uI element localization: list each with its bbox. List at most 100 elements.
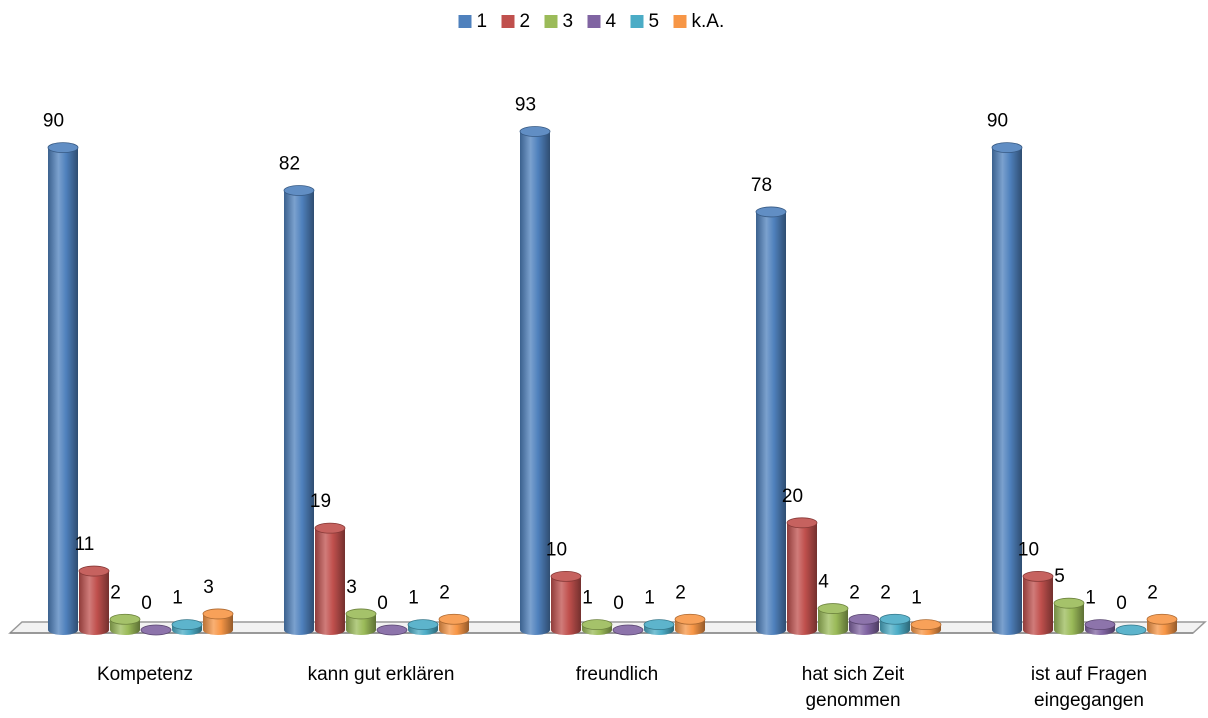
bar-body (551, 576, 581, 630)
legend-label: 2 (520, 11, 531, 32)
bar-bottom (551, 625, 581, 635)
x-tick-label: kann gut erklären (307, 664, 455, 685)
bar-top (674, 613, 706, 625)
bar-top (140, 624, 172, 636)
legend-swatch (501, 15, 515, 28)
bar (643, 619, 675, 635)
legend-swatch (673, 15, 687, 28)
data-label: 2 (849, 582, 860, 603)
bar-bottom (1054, 625, 1084, 635)
bar-bottom (315, 625, 345, 635)
bar-body (756, 211, 786, 631)
data-label: 4 (818, 572, 829, 593)
bar (314, 522, 346, 635)
data-label: 0 (141, 593, 152, 614)
data-label: 3 (203, 577, 214, 598)
data-label: 1 (1085, 588, 1096, 609)
data-label: 1 (911, 588, 922, 609)
x-tick-label: hat sich Zeit genommen (801, 664, 905, 711)
data-label: 1 (408, 588, 419, 609)
legend-label: 5 (649, 11, 660, 32)
bar-body (818, 608, 848, 630)
bar-top (47, 142, 79, 154)
bar-bottom (1023, 625, 1053, 635)
bar (202, 608, 234, 635)
bar (407, 619, 439, 635)
bar (140, 624, 172, 636)
data-label: 2 (110, 582, 121, 603)
data-label: 0 (613, 593, 624, 614)
bar (755, 206, 787, 635)
bar (612, 624, 644, 636)
data-label: 1 (582, 588, 593, 609)
bar (1115, 624, 1147, 636)
bar (171, 619, 203, 635)
legend-label: 4 (606, 11, 617, 32)
bar (345, 608, 377, 635)
bar (674, 613, 706, 635)
data-label: 3 (346, 577, 357, 598)
bar-top (78, 565, 110, 577)
bar-top (1146, 613, 1178, 625)
bar-top (345, 608, 377, 620)
bar (1022, 571, 1054, 635)
bar (438, 613, 470, 635)
bar-top (283, 185, 315, 196)
bar (1053, 597, 1085, 635)
bar-bottom (203, 625, 233, 635)
bar (109, 613, 141, 635)
bar-body (992, 147, 1022, 630)
bar (786, 517, 818, 635)
legend-label: 3 (563, 11, 574, 32)
bar-top (1053, 597, 1085, 609)
legend-swatch (544, 15, 558, 28)
bar-top (910, 619, 942, 631)
bar-top (109, 613, 141, 625)
bar (1084, 619, 1116, 635)
x-tick-label: ist auf Fragen eingegangen (1030, 664, 1148, 711)
bar (283, 185, 315, 635)
data-label: 2 (1147, 582, 1158, 603)
bar (879, 613, 911, 635)
bar-top (550, 571, 582, 582)
bar (1146, 613, 1178, 635)
bar-top (1115, 624, 1147, 636)
bar-top (314, 522, 346, 534)
bar (550, 571, 582, 635)
bar-bottom (849, 625, 879, 635)
bar (47, 142, 79, 635)
data-label: 10 (1018, 539, 1039, 560)
bar-bottom (1147, 625, 1177, 635)
data-label: 2 (439, 582, 450, 603)
legend-label: 1 (477, 11, 488, 32)
bar-bottom (992, 625, 1022, 635)
bar-bottom (346, 625, 376, 635)
bar-body (284, 190, 314, 631)
bar-top (1022, 571, 1054, 582)
data-label: 2 (880, 582, 891, 603)
bar (848, 613, 880, 635)
bar (910, 619, 942, 635)
bar-top (202, 608, 234, 620)
bar (817, 603, 849, 635)
bar-bottom (880, 625, 910, 635)
bar-bottom (818, 625, 848, 635)
bar-top (407, 619, 439, 631)
bar-body (315, 528, 345, 630)
bar-top (581, 619, 613, 631)
bar (519, 126, 551, 635)
legend-swatch (587, 15, 601, 28)
data-label: 78 (751, 175, 772, 196)
x-tick-label: Kompetenz (96, 664, 194, 685)
bar-top (519, 126, 551, 137)
legend-swatch (458, 15, 472, 28)
bar-body (79, 571, 109, 630)
legend-label: k.A. (692, 11, 725, 32)
data-label: 19 (310, 491, 331, 512)
bar-top (171, 619, 203, 631)
bar (78, 565, 110, 635)
bar-bottom (439, 625, 469, 635)
data-label: 90 (43, 111, 64, 132)
bar-bottom (756, 625, 786, 635)
